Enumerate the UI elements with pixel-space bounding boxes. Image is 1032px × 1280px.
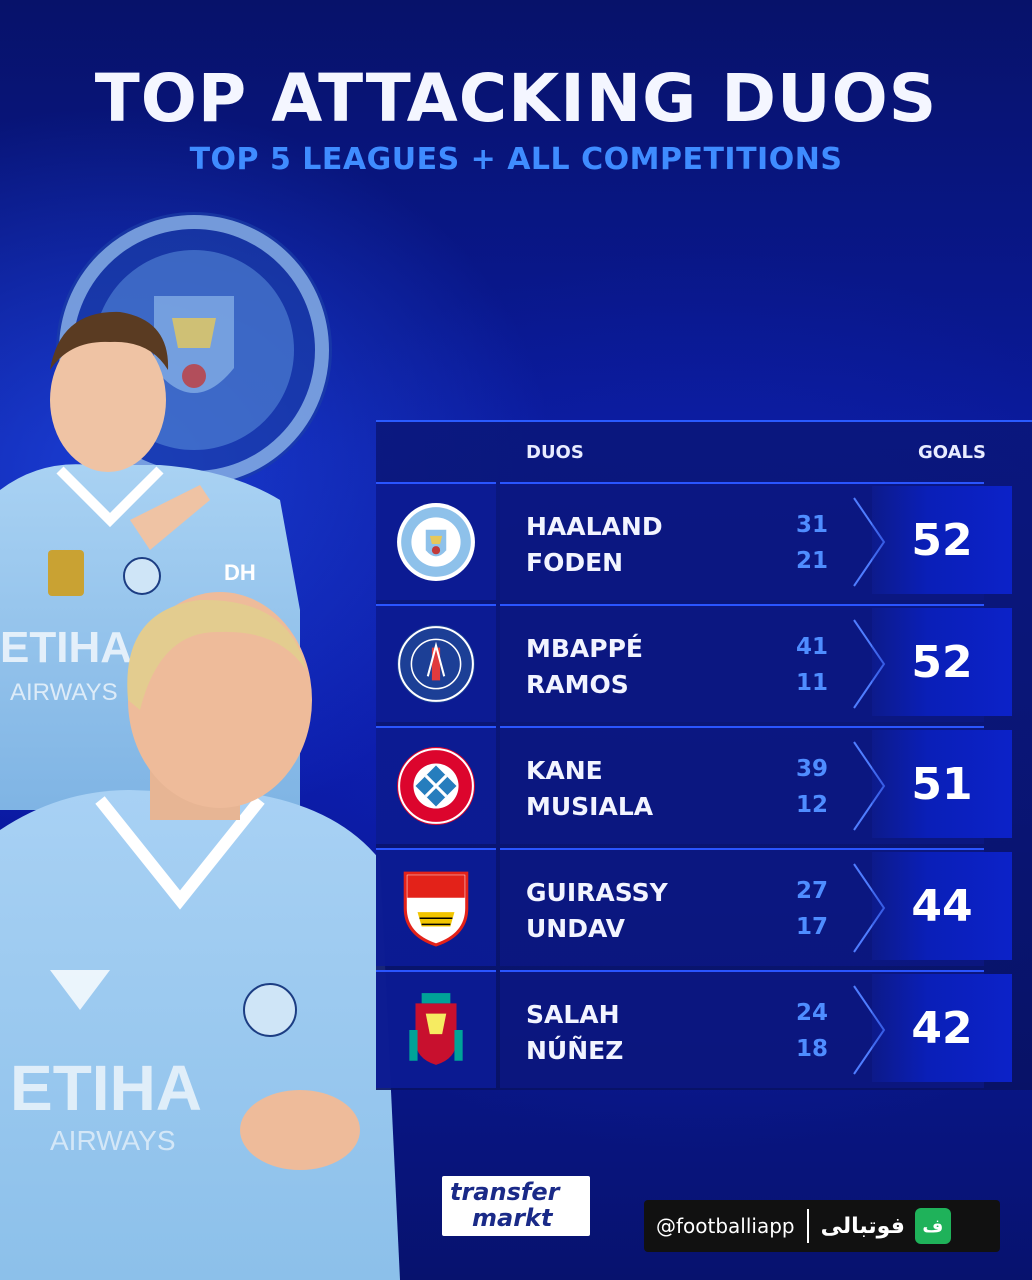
- table-row: HAALAND FODEN 31 21 52: [376, 482, 1032, 600]
- player-name: KANE: [526, 756, 603, 785]
- haaland-player-illustration: ETIHA AIRWAYS: [0, 592, 400, 1280]
- player-goals: 39: [796, 756, 829, 782]
- player-name: UNDAV: [526, 914, 625, 943]
- stuttgart-crest-icon: [403, 871, 469, 947]
- club-crest-cell: [376, 970, 496, 1088]
- player-goals: 17: [796, 914, 829, 940]
- table-row: KANE MUSIALA 39 12 51: [376, 726, 1032, 844]
- club-crest-cell: [376, 726, 496, 844]
- svg-text:AIRWAYS: AIRWAYS: [50, 1125, 176, 1156]
- total-goals: 51: [872, 730, 1012, 838]
- brand-line-1: transfer: [450, 1178, 560, 1206]
- liverpool-crest-icon: [409, 993, 463, 1065]
- page-subtitle: TOP 5 LEAGUES + ALL COMPETITIONS: [189, 142, 843, 177]
- svg-text:ETIHA: ETIHA: [0, 623, 132, 672]
- total-goals: 52: [872, 486, 1012, 594]
- man-city-crest-icon: [397, 503, 475, 581]
- player-goals: 27: [796, 878, 829, 904]
- player-goals: 12: [796, 792, 829, 818]
- player-name: GUIRASSY: [526, 878, 668, 907]
- player-name: NÚÑEZ: [526, 1036, 624, 1065]
- brand-name-fa: فوتبالی: [820, 1213, 905, 1239]
- column-header-duos: DUOS: [526, 442, 584, 463]
- total-goals: 44: [872, 852, 1012, 960]
- player-goals: 18: [796, 1036, 829, 1062]
- table-row: GUIRASSY UNDAV 27 17 44: [376, 848, 1032, 966]
- player-name: SALAH: [526, 1000, 620, 1029]
- table-row: SALAH NÚÑEZ 24 18 42: [376, 970, 1032, 1088]
- brand-line-2: markt: [472, 1204, 553, 1232]
- transfermarkt-logo: transfer markt: [442, 1176, 590, 1236]
- svg-text:AIRWAYS: AIRWAYS: [10, 679, 118, 706]
- player-goals: 31: [796, 512, 829, 538]
- social-handle: @footballiapp: [656, 1214, 795, 1238]
- player-name: FODEN: [526, 548, 624, 577]
- player-goals: 41: [796, 634, 829, 660]
- duos-table: DUOS GOALS HAALAND FODEN 31 21 52: [376, 420, 1032, 1090]
- page-title: TOP ATTACKING DUOS: [94, 60, 938, 137]
- player-goals: 11: [796, 670, 829, 696]
- player-name: MBAPPÉ: [526, 634, 644, 663]
- player-goals: 21: [796, 548, 829, 574]
- bayern-crest-icon: [397, 747, 475, 825]
- club-crest-cell: [376, 604, 496, 722]
- footballi-logo-icon: ف: [914, 1208, 951, 1244]
- social-handle-badge: @footballiapp فوتبالی ف: [644, 1200, 1000, 1252]
- player-goals: 24: [796, 1000, 829, 1026]
- player-name: MUSIALA: [526, 792, 654, 821]
- svg-text:DH: DH: [224, 560, 256, 585]
- psg-crest-icon: [397, 625, 475, 703]
- club-crest-cell: [376, 848, 496, 966]
- total-goals: 52: [872, 608, 1012, 716]
- svg-text:ETIHA: ETIHA: [10, 1052, 202, 1124]
- column-header-goals: GOALS: [918, 442, 986, 463]
- player-name: RAMOS: [526, 670, 629, 699]
- divider: [806, 1209, 809, 1243]
- total-goals: 42: [872, 974, 1012, 1082]
- table-row: MBAPPÉ RAMOS 41 11 52: [376, 604, 1032, 722]
- club-crest-cell: [376, 482, 496, 600]
- player-name: HAALAND: [526, 512, 663, 541]
